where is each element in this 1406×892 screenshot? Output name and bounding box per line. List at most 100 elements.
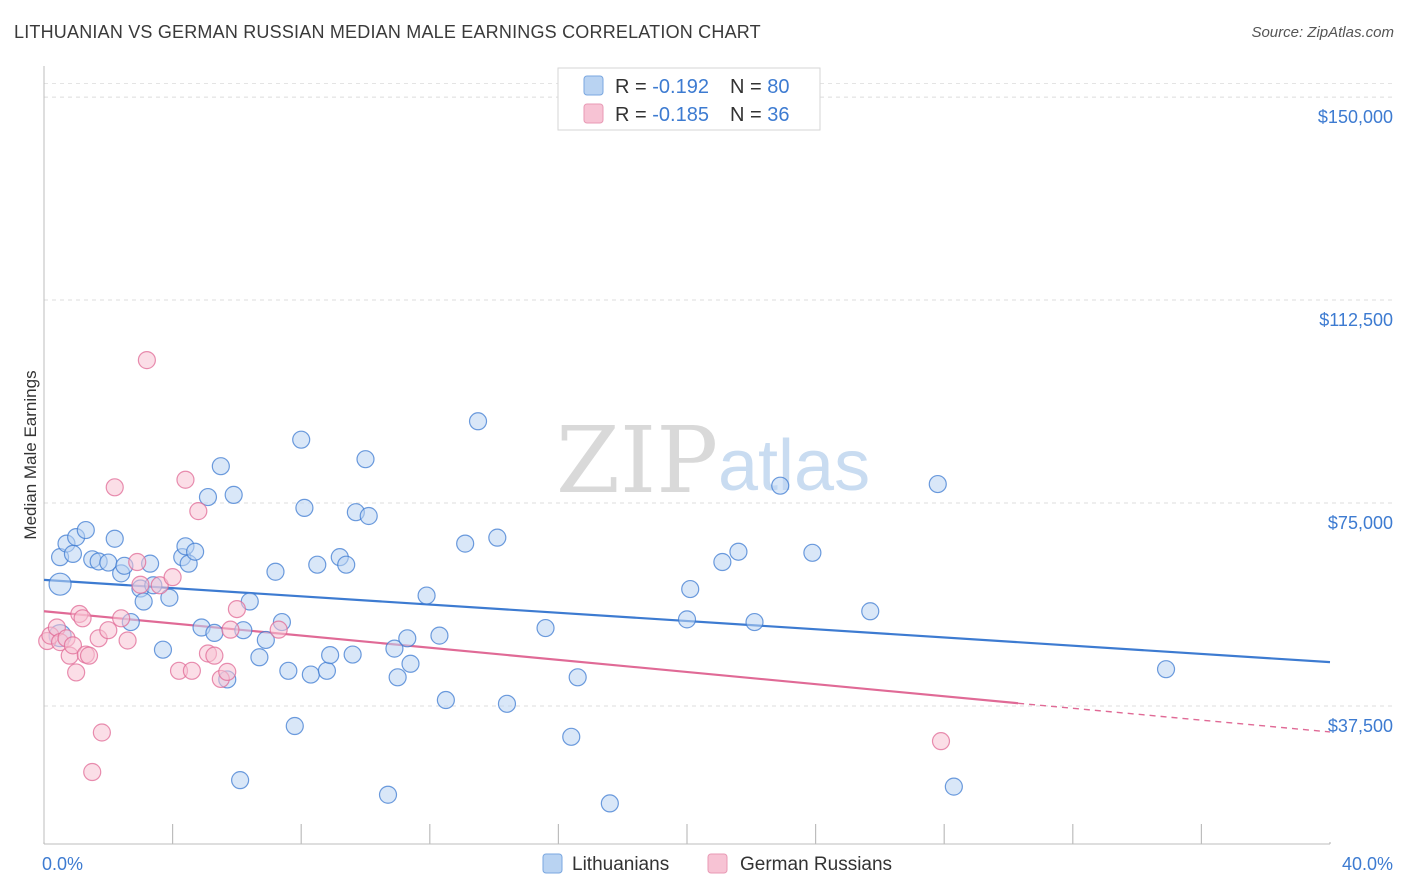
lithuanian-point	[231, 771, 250, 790]
german-russian-point	[163, 568, 182, 587]
lithuanian-point	[468, 412, 488, 431]
lithuanian-point	[388, 668, 407, 687]
german-russian-point	[205, 646, 224, 665]
lithuanian-point	[430, 626, 449, 645]
legend-r-label-1: R =	[615, 76, 652, 98]
lithuanian-point	[385, 639, 404, 658]
legend-swatch-german-russians	[583, 103, 604, 124]
german-russian-point	[99, 621, 118, 640]
german-russian-point	[227, 599, 246, 619]
lithuanian-point	[317, 661, 337, 680]
german-russian-point	[105, 478, 124, 497]
y-tick-label: $112,500	[1319, 310, 1393, 330]
lithuanian-point	[321, 646, 340, 665]
lithuanian-point	[48, 572, 72, 596]
lithuanian-point	[250, 648, 269, 667]
lithuanian-point	[186, 542, 205, 561]
lithuanian-point	[378, 785, 398, 804]
legend-n-value-2: 36	[767, 104, 789, 126]
german-russian-point	[182, 661, 201, 680]
lithuanian-point	[343, 645, 362, 664]
german-russian-point	[218, 662, 237, 681]
german-russian-point	[137, 351, 156, 370]
german-russian-trend-line	[43, 610, 1019, 705]
lithuanian-point	[436, 690, 455, 710]
lithuanian-point	[456, 534, 475, 553]
bottom-legend-swatch-lithuanians	[542, 853, 563, 874]
chart-title: LITHUANIAN VS GERMAN RUSSIAN MEDIAN MALE…	[14, 22, 761, 42]
data-points	[38, 351, 1176, 813]
lithuanian-point	[63, 544, 83, 563]
lithuanian-point	[301, 665, 320, 684]
legend-r-value-2: -0.185	[652, 104, 709, 126]
german-russian-point	[269, 620, 288, 639]
german-russian-trend-extension	[1018, 702, 1331, 733]
lithuanian-point	[713, 552, 732, 572]
lithuanian-point	[205, 623, 224, 643]
lithuanian-point	[285, 716, 304, 736]
bottom-legend-swatch-german-russians	[707, 853, 728, 874]
lithuanian-point	[160, 588, 179, 607]
lithuanian-point	[568, 668, 587, 687]
svg-text:N = 80: N = 80	[730, 76, 790, 98]
lithuanian-point	[562, 727, 581, 746]
german-russian-point	[83, 762, 102, 782]
legend-swatch-lithuanians	[583, 75, 604, 96]
lithuanian-point	[292, 430, 311, 449]
lithuanian-point	[337, 555, 356, 574]
x-tick-label-min: 0.0%	[42, 854, 83, 874]
german-russian-point	[63, 636, 83, 655]
lithuanian-point	[308, 555, 327, 574]
watermark-zip: ZIP	[556, 407, 718, 514]
svg-text:N = 36: N = 36	[730, 104, 790, 126]
lithuanian-point	[359, 506, 378, 526]
legend-n-label-1: N =	[730, 76, 767, 98]
lithuanian-point	[600, 794, 619, 813]
legend-n-label-2: N =	[730, 104, 767, 126]
german-russian-point	[92, 723, 111, 742]
lithuanian-point	[417, 586, 436, 605]
german-russian-point	[189, 502, 208, 521]
lithuanian-point	[134, 592, 153, 611]
lithuanian-point	[256, 630, 275, 650]
source-label: Source: ZipAtlas.com	[1251, 24, 1394, 41]
y-tick-label: $37,500	[1328, 716, 1393, 736]
watermark-atlas: atlas	[718, 426, 870, 506]
german-russian-point	[79, 646, 99, 665]
y-axis-label: Median Male Earnings	[21, 370, 40, 539]
series-legend: Lithuanians German Russians	[542, 853, 892, 875]
german-russian-point	[67, 663, 86, 682]
lithuanian-point	[211, 457, 230, 476]
grid-lines	[44, 83, 1395, 707]
german-russian-point	[128, 552, 147, 572]
lithuanian-point	[745, 612, 764, 632]
lithuanian-point	[771, 476, 790, 495]
bottom-legend-label-german-russians: German Russians	[740, 854, 892, 875]
legend-n-value-1: 80	[767, 76, 789, 98]
lithuanian-point	[76, 520, 95, 540]
german-russian-point	[131, 575, 150, 594]
lithuanian-point	[944, 777, 963, 796]
lithuanian-point	[536, 618, 555, 638]
svg-text:R = -0.192: R = -0.192	[615, 76, 709, 98]
x-tick-label-max: 40.0%	[1342, 854, 1393, 874]
lithuanian-point	[105, 529, 124, 548]
legend-r-value-1: -0.192	[652, 76, 709, 98]
lithuanian-point	[729, 542, 748, 561]
lithuanian-point	[295, 498, 314, 517]
stats-legend: R = -0.192 N = 80 R = -0.185 N = 36	[557, 67, 821, 131]
lithuanian-point	[153, 640, 173, 659]
german-russian-point	[221, 620, 240, 639]
lithuanian-point	[861, 602, 880, 621]
german-russian-point	[931, 732, 951, 751]
bottom-legend-label-lithuanians: Lithuanians	[572, 854, 669, 875]
legend-r-label-2: R =	[615, 104, 652, 126]
y-tick-labels: $37,500 $75,000 $112,500 $150,000	[1318, 107, 1393, 736]
y-tick-label: $75,000	[1328, 513, 1393, 533]
lithuanian-point	[677, 610, 697, 629]
german-russian-point	[73, 609, 92, 628]
german-russian-point	[176, 470, 195, 489]
lithuanian-point	[398, 629, 417, 648]
lithuanian-point	[356, 450, 375, 469]
lithuanian-point	[266, 562, 285, 581]
